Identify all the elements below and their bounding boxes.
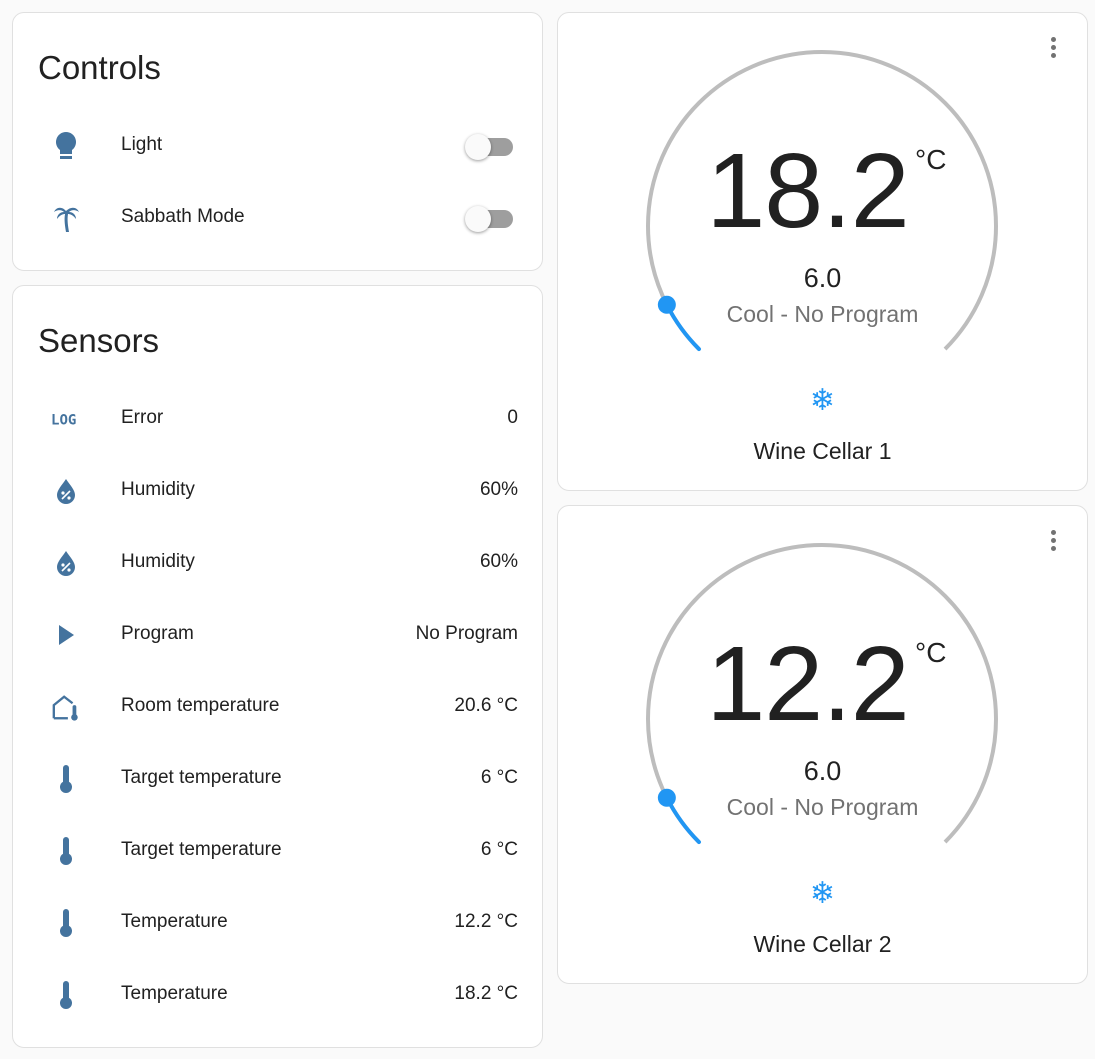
control-label: Light	[121, 134, 163, 155]
sensor-label: Target temperature	[121, 839, 282, 860]
sensor-row[interactable]: Target temperature 6 °C	[13, 758, 542, 798]
thermometer-icon	[51, 980, 81, 1010]
thermometer-icon	[51, 836, 81, 866]
thermostat-card-2: 12.2 °C 6.0 Cool - No Program ❄ Wine Cel…	[557, 505, 1088, 984]
sensor-row[interactable]: Temperature 12.2 °C	[13, 902, 542, 942]
log-icon: LOG	[51, 404, 81, 434]
sensor-value: 18.2 °C	[454, 983, 518, 1004]
temperature-unit: °C	[915, 144, 947, 175]
temperature-dial[interactable]	[558, 506, 1089, 985]
sensor-label: Target temperature	[121, 767, 282, 788]
sensor-row[interactable]: Temperature 18.2 °C	[13, 974, 542, 1014]
thermostat-name: Wine Cellar 1	[753, 438, 892, 464]
sensor-value: 60%	[479, 479, 518, 500]
sensor-label: Humidity	[121, 479, 195, 500]
control-label: Sabbath Mode	[121, 206, 245, 227]
sensors-title: Sensors	[38, 322, 160, 359]
temperature-dial[interactable]	[558, 13, 1089, 492]
sensor-value: 12.2 °C	[454, 911, 518, 932]
play-icon	[51, 620, 81, 650]
sensor-row[interactable]: Program No Program	[13, 614, 542, 654]
controls-card: Controls Light Sabbath Mode	[12, 12, 543, 271]
sabbath-mode-toggle[interactable]	[465, 206, 513, 232]
temperature-unit: °C	[915, 637, 947, 668]
sensor-row[interactable]: LOG Error 0	[13, 398, 542, 438]
lightbulb-icon	[51, 131, 81, 161]
control-row-light[interactable]: Light	[13, 125, 542, 165]
home-thermometer-icon	[51, 692, 81, 722]
thermostat-name: Wine Cellar 2	[753, 931, 892, 957]
snowflake-icon[interactable]: ❄	[809, 877, 836, 910]
hvac-mode: Cool - No Program	[726, 794, 919, 820]
sensor-label: Humidity	[121, 551, 195, 572]
sensor-label: Program	[121, 623, 194, 644]
svg-text:LOG: LOG	[51, 413, 76, 427]
sensor-label: Room temperature	[121, 695, 280, 716]
sensor-value: 6 °C	[480, 839, 518, 860]
sensor-row[interactable]: Humidity 60%	[13, 542, 542, 582]
thermostat-card-1: 18.2 °C 6.0 Cool - No Program ❄ Wine Cel…	[557, 12, 1088, 491]
sensor-label: Error	[121, 407, 164, 428]
sensor-value: No Program	[415, 623, 518, 644]
sensors-card: Sensors LOG Error 0 Humidity 60% Humidit…	[12, 285, 543, 1048]
sensor-row[interactable]: Humidity 60%	[13, 470, 542, 510]
light-toggle[interactable]	[465, 134, 513, 160]
sensor-label: Temperature	[121, 983, 228, 1004]
thermometer-icon	[51, 908, 81, 938]
dial-track	[646, 50, 998, 351]
current-temperature: 12.2	[706, 625, 909, 743]
controls-title: Controls	[38, 49, 161, 86]
sensor-value: 20.6 °C	[454, 695, 518, 716]
thermometer-icon	[51, 764, 81, 794]
hvac-mode: Cool - No Program	[726, 301, 919, 327]
setpoint-handle	[657, 295, 676, 314]
control-row-sabbath[interactable]: Sabbath Mode	[13, 197, 542, 237]
sensor-row[interactable]: Room temperature 20.6 °C	[13, 686, 542, 726]
sensor-value: 0	[507, 407, 518, 428]
more-options-icon[interactable]	[1051, 530, 1057, 554]
water-percent-icon	[51, 548, 81, 578]
target-temperature: 6.0	[803, 756, 842, 786]
more-options-icon[interactable]	[1051, 37, 1057, 61]
sensor-value: 6 °C	[480, 767, 518, 788]
current-temperature: 18.2	[706, 132, 909, 250]
palm-tree-icon	[51, 203, 81, 233]
sensor-label: Temperature	[121, 911, 228, 932]
setpoint-handle	[657, 788, 676, 807]
sensor-row[interactable]: Target temperature 6 °C	[13, 830, 542, 870]
snowflake-icon[interactable]: ❄	[809, 384, 836, 417]
target-temperature: 6.0	[803, 263, 842, 293]
sensor-value: 60%	[479, 551, 518, 572]
water-percent-icon	[51, 476, 81, 506]
dial-track	[646, 543, 998, 844]
